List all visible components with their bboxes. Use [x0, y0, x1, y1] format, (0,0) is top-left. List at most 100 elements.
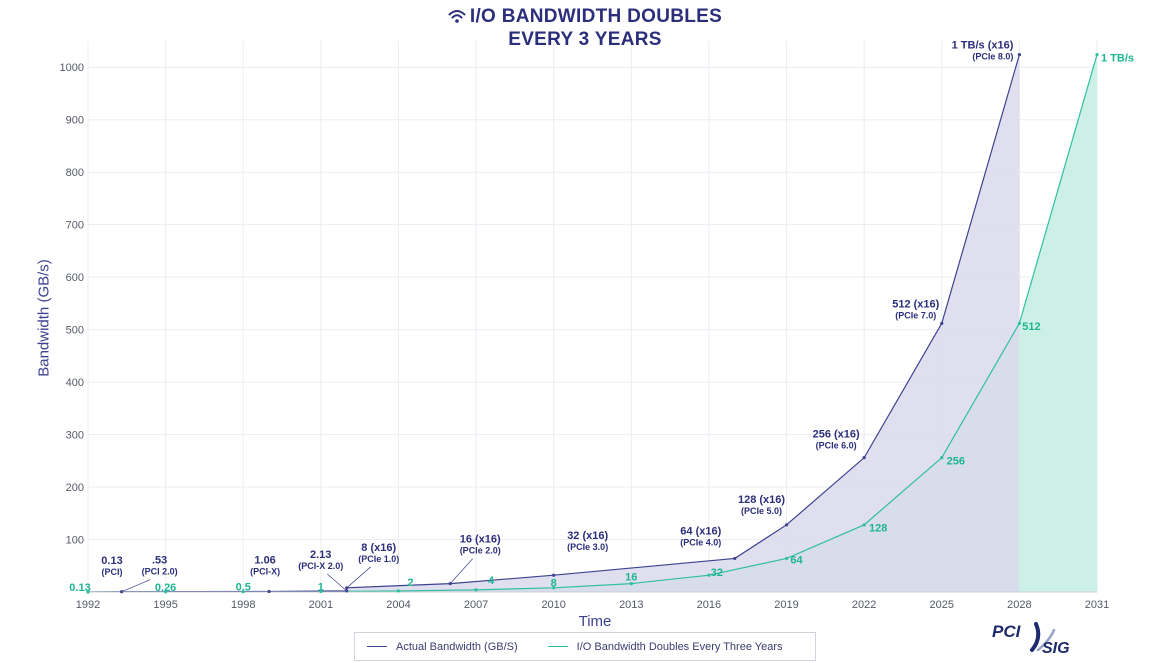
doubles-point — [862, 523, 866, 527]
actual-point-sublabel: (PCIe 2.0) — [460, 546, 501, 556]
x-tick-label: 2016 — [697, 599, 721, 611]
doubles-point — [164, 590, 168, 594]
actual-point-sublabel: (PCIe 6.0) — [816, 441, 857, 451]
legend-item-actual: Actual Bandwidth (GB/S) — [367, 641, 518, 653]
x-tick-label: 2001 — [309, 599, 333, 611]
doubles-point-label: 1 TB/s — [1101, 53, 1134, 65]
doubles-point — [552, 586, 556, 590]
actual-point-label: 256 (x16) — [813, 429, 860, 441]
doubles-point-label: 32 — [711, 567, 723, 579]
x-tick-label: 2031 — [1085, 599, 1109, 611]
doubles-point-label: 0.26 — [155, 582, 176, 594]
x-tick-label: 2022 — [852, 599, 876, 611]
y-tick-label: 900 — [66, 115, 84, 127]
actual-point — [120, 590, 124, 594]
doubles-point-label: 0.13 — [69, 582, 90, 594]
x-tick-label: 2004 — [386, 599, 410, 611]
actual-point-label: 1 TB/s (x16) — [952, 40, 1014, 52]
doubles-point — [784, 556, 789, 561]
doubles-point — [396, 589, 401, 593]
actual-point — [552, 573, 556, 577]
x-tick-label: 1995 — [153, 599, 177, 611]
actual-point-label: 1.06 — [254, 554, 275, 566]
actual-leader-line — [449, 558, 473, 584]
actual-point-sublabel: (PCIe 3.0) — [567, 542, 608, 552]
x-tick-label: 2010 — [541, 599, 565, 611]
wifi-icon — [448, 8, 466, 29]
actual-point-sublabel: (PCIe 8.0) — [972, 52, 1013, 62]
y-tick-label: 300 — [66, 430, 84, 442]
y-tick-label: 600 — [66, 272, 84, 284]
logo-pci-text: PCI — [992, 622, 1021, 641]
y-tick-label: 200 — [66, 482, 84, 494]
actual-point-label: 0.13 — [101, 555, 122, 567]
actual-point-sublabel: (PCI-X) — [250, 566, 280, 576]
doubles-point-label: 128 — [869, 523, 887, 535]
doubles-point-label: 2 — [407, 577, 413, 589]
x-axis-label: Time — [578, 613, 612, 630]
actual-area — [88, 54, 1020, 593]
legend-label-doubles: I/O Bandwidth Doubles Every Three Years — [576, 640, 783, 653]
doubles-point — [319, 589, 323, 594]
actual-point-label: 16 (x16) — [460, 534, 501, 546]
doubles-point — [86, 590, 90, 594]
actual-point — [267, 589, 271, 594]
actual-point-label: 2.13 — [310, 549, 331, 561]
legend-label-actual: Actual Bandwidth (GB/S) — [396, 640, 518, 653]
actual-point-sublabel: (PCI-X 2.0) — [298, 561, 343, 571]
logo-swoosh-icon — [1030, 622, 1056, 652]
actual-point — [862, 456, 866, 460]
y-axis-label: Bandwidth (GB/s) — [35, 259, 53, 377]
legend-swatch-doubles — [547, 646, 568, 647]
actual-point-label: 32 (x16) — [567, 530, 608, 542]
actual-point-label: 512 (x16) — [892, 298, 939, 310]
actual-point-label: 8 (x16) — [361, 542, 396, 554]
y-tick-label: 500 — [66, 325, 84, 337]
chart-title: I/O BANDWIDTH DOUBLES EVERY 3 YEARS — [0, 6, 1170, 50]
chart-title-line2: EVERY 3 YEARS — [508, 29, 662, 50]
x-tick-label: 2013 — [619, 599, 643, 611]
actual-point-sublabel: (PCI) — [102, 567, 123, 577]
actual-point — [1017, 53, 1021, 57]
x-tick-label: 1992 — [76, 599, 100, 611]
y-tick-label: 800 — [66, 167, 84, 179]
x-tick-label: 2019 — [774, 599, 798, 611]
doubles-point-label: 16 — [625, 572, 637, 584]
doubles-point — [629, 582, 633, 586]
y-tick-label: 700 — [66, 220, 84, 232]
doubles-point-label: 4 — [488, 575, 495, 587]
x-tick-label: 2007 — [464, 599, 488, 611]
actual-point-label: .53 — [152, 555, 167, 567]
actual-point — [733, 556, 737, 561]
doubles-point-label: 1 — [318, 581, 324, 593]
chart-title-line1: I/O BANDWIDTH DOUBLES — [469, 6, 723, 27]
doubles-point-label: 0.5 — [236, 582, 251, 594]
actual-point-label: 128 (x16) — [738, 494, 785, 506]
x-tick-label: 1998 — [231, 599, 255, 611]
actual-point-sublabel: (PCIe 4.0) — [680, 537, 721, 547]
actual-point-label: 64 (x16) — [680, 525, 721, 537]
doubles-point — [940, 456, 944, 460]
actual-point-sublabel: (PCIe 5.0) — [741, 506, 782, 516]
legend-item-doubles: I/O Bandwidth Doubles Every Three Years — [547, 640, 783, 653]
actual-point-sublabel: (PCI 2.0) — [142, 567, 178, 577]
doubles-point-label: 512 — [1022, 321, 1040, 333]
doubles-point — [474, 588, 478, 592]
doubles-point — [241, 590, 245, 594]
actual-leader-line — [121, 579, 151, 593]
x-tick-label: 2028 — [1007, 599, 1031, 611]
y-tick-label: 1000 — [60, 62, 84, 74]
doubles-point — [707, 573, 711, 577]
actual-point-sublabel: (PCIe 7.0) — [895, 310, 936, 320]
doubles-point — [1095, 53, 1099, 57]
doubles-point-label: 8 — [551, 578, 557, 590]
y-tick-label: 100 — [66, 535, 84, 547]
doubles-point-label: 64 — [790, 554, 803, 566]
legend-swatch-actual — [367, 646, 387, 647]
legend: Actual Bandwidth (GB/S) I/O Bandwidth Do… — [354, 632, 816, 661]
y-tick-label: 400 — [66, 377, 84, 389]
actual-point-sublabel: (PCIe 1.0) — [358, 554, 399, 564]
pci-sig-logo: PCI SIG — [986, 620, 1096, 660]
x-tick-label: 2025 — [930, 599, 954, 611]
